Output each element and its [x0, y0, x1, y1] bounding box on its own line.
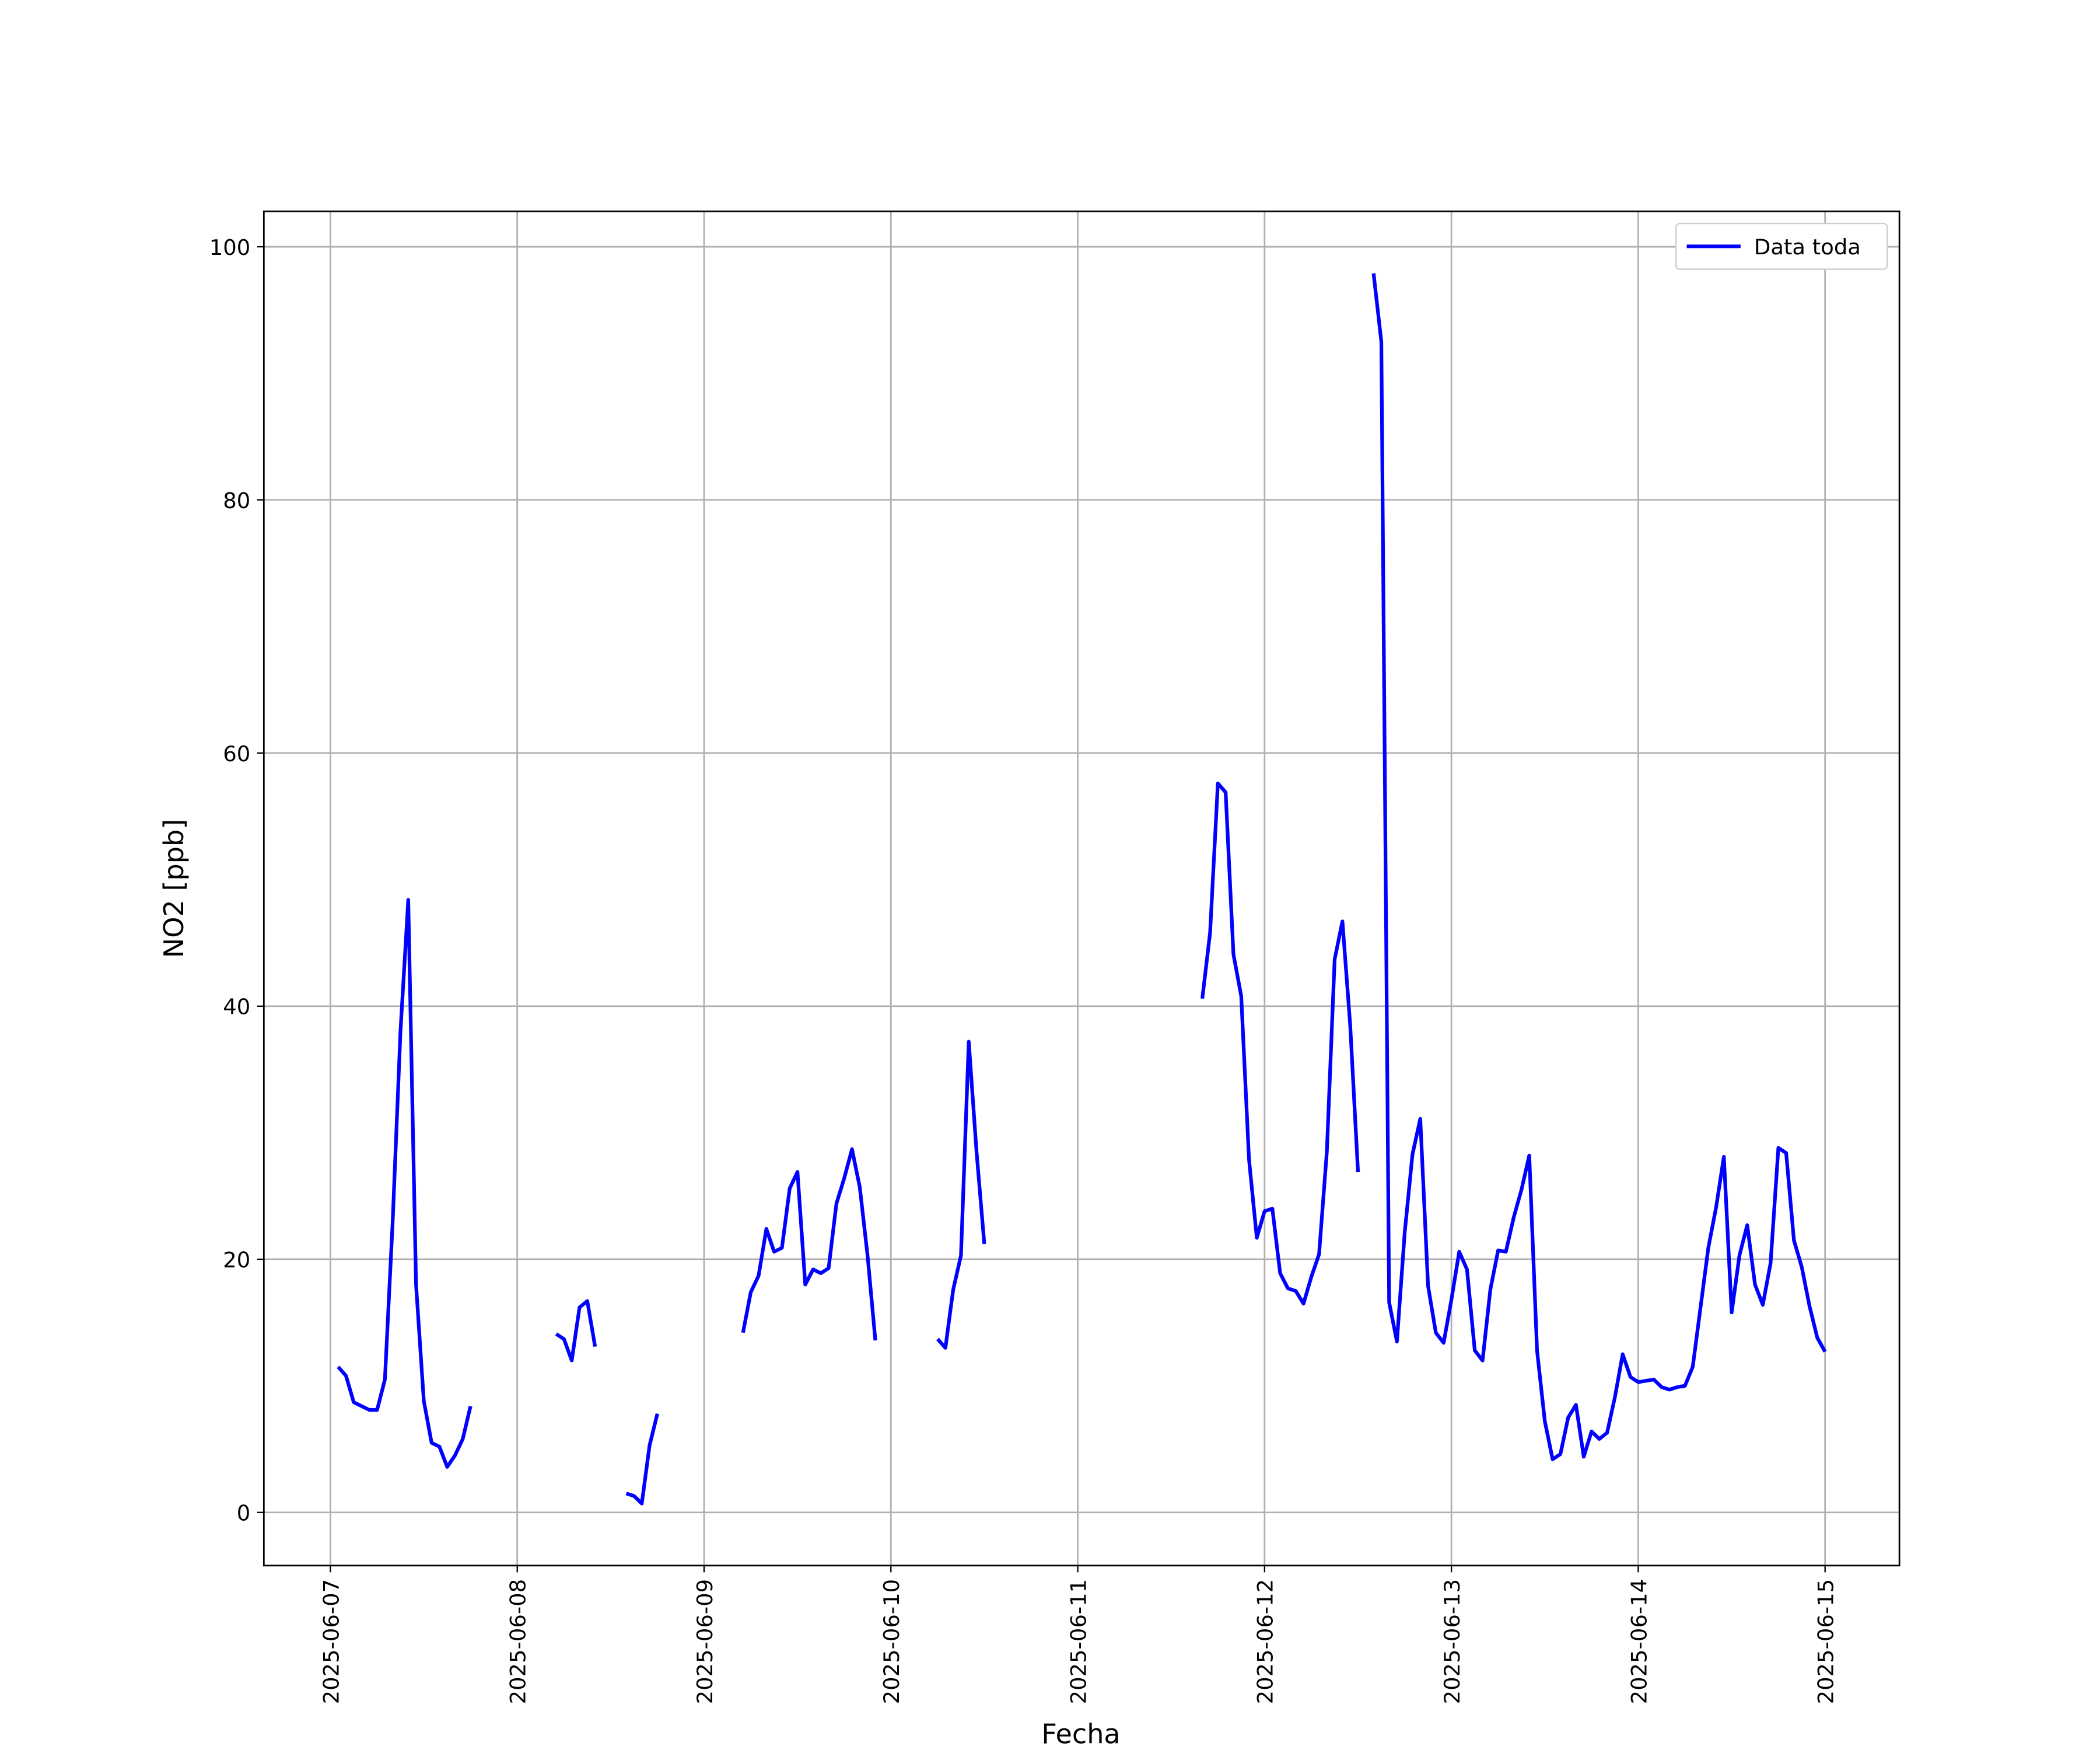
- x-tick-label: 2025-06-10: [879, 1579, 904, 1704]
- x-tick-label: 2025-06-13: [1440, 1579, 1465, 1704]
- y-tick-label: 40: [223, 995, 250, 1020]
- y-tick-label: 20: [223, 1248, 250, 1273]
- x-tick-label: 2025-06-09: [692, 1579, 718, 1704]
- y-tick-label: 60: [223, 741, 250, 766]
- y-axis-label: NO2 [ppb]: [158, 819, 190, 958]
- x-tick-label: 2025-06-15: [1814, 1579, 1839, 1704]
- x-tick-label: 2025-06-12: [1253, 1579, 1278, 1704]
- legend-box: [1675, 222, 1888, 270]
- y-tick-label: 100: [209, 235, 250, 260]
- data-line: [337, 273, 1827, 1506]
- y-tick-label: 80: [223, 488, 250, 513]
- legend: Data toda: [1675, 222, 1888, 270]
- x-tick-label: 2025-06-14: [1626, 1579, 1651, 1704]
- y-tick-label: 0: [237, 1501, 250, 1526]
- plot-frame: [262, 210, 1901, 1567]
- x-tick-label: 2025-06-11: [1066, 1579, 1091, 1704]
- legend-label: Data toda: [1754, 235, 1861, 260]
- x-tick-label: 2025-06-08: [506, 1579, 531, 1704]
- x-tick-label: 2025-06-07: [318, 1579, 344, 1704]
- x-axis-label: Fecha: [1041, 1718, 1120, 1749]
